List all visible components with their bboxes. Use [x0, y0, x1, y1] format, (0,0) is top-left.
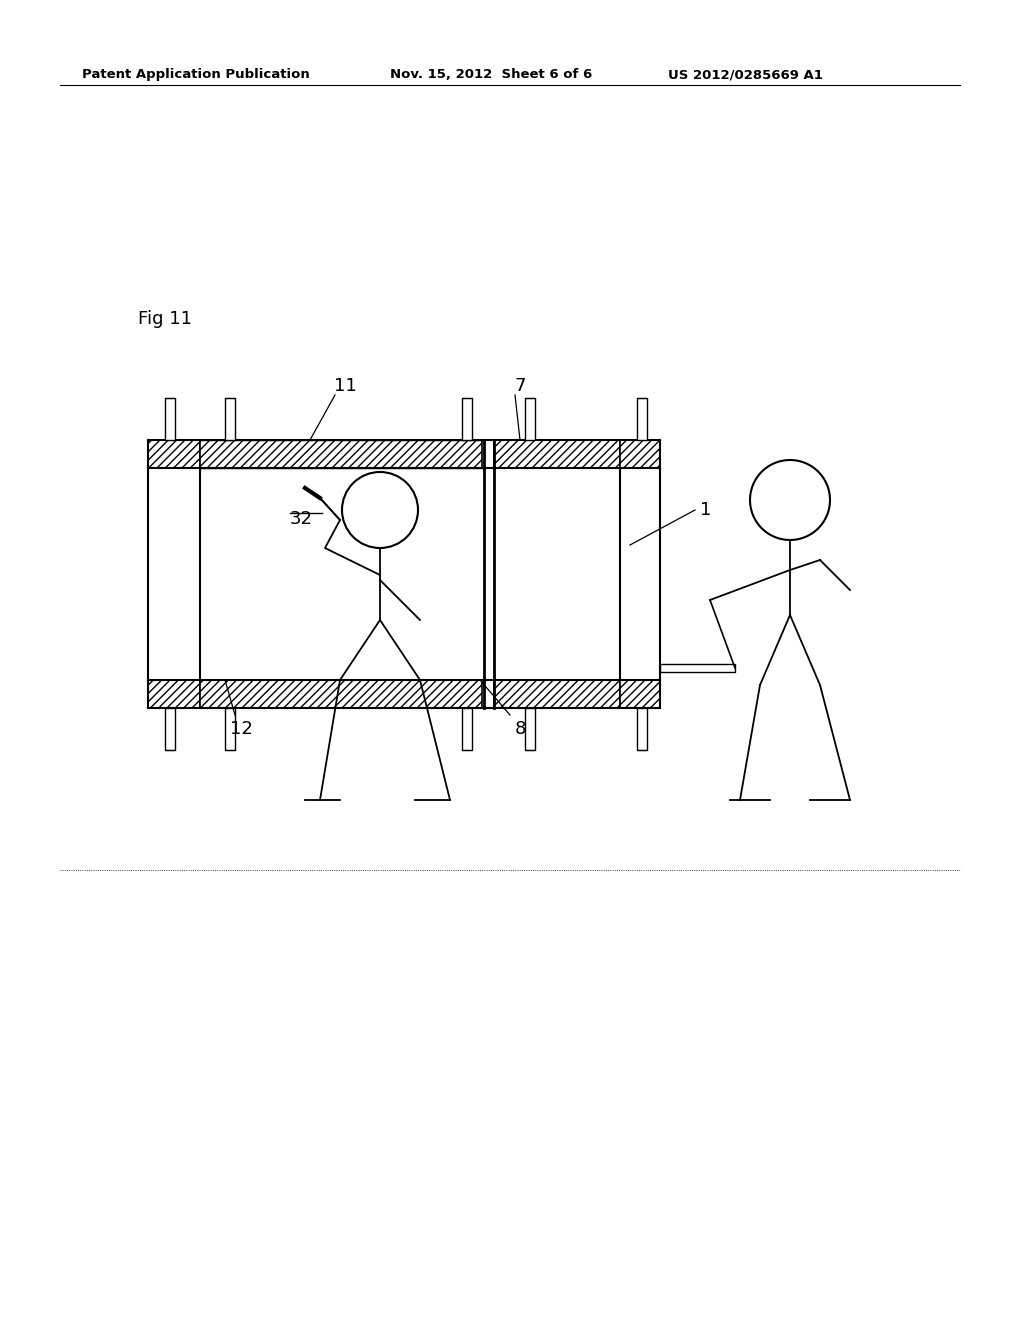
Bar — [462, 708, 472, 750]
Text: 7: 7 — [514, 378, 525, 395]
Bar — [148, 680, 200, 708]
Text: 12: 12 — [230, 719, 253, 738]
Bar — [620, 680, 660, 708]
Bar — [148, 440, 200, 469]
Bar — [525, 708, 535, 750]
Bar — [225, 708, 234, 750]
Text: 11: 11 — [334, 378, 356, 395]
Bar — [200, 680, 482, 708]
Bar — [620, 440, 660, 469]
Bar — [165, 708, 175, 750]
Bar — [494, 680, 620, 708]
Bar — [200, 440, 482, 469]
Bar — [462, 399, 472, 440]
Bar — [494, 440, 620, 469]
Text: Nov. 15, 2012  Sheet 6 of 6: Nov. 15, 2012 Sheet 6 of 6 — [390, 69, 592, 81]
Text: 1: 1 — [700, 502, 712, 519]
Bar — [637, 708, 647, 750]
Bar — [225, 399, 234, 440]
Bar — [165, 399, 175, 440]
Bar — [525, 399, 535, 440]
Text: Patent Application Publication: Patent Application Publication — [82, 69, 309, 81]
Text: 32: 32 — [290, 510, 313, 528]
Bar — [637, 399, 647, 440]
Text: US 2012/0285669 A1: US 2012/0285669 A1 — [668, 69, 823, 81]
Bar — [660, 664, 735, 672]
Text: 8: 8 — [515, 719, 526, 738]
Text: Fig 11: Fig 11 — [138, 310, 193, 327]
